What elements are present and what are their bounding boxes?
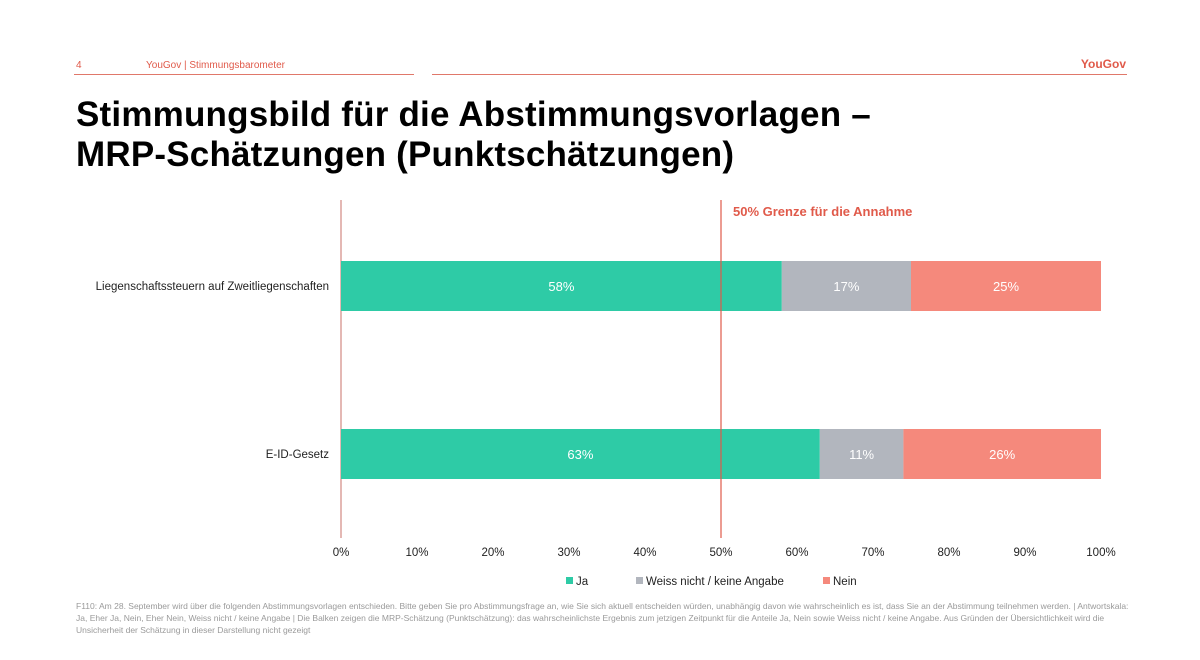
legend-label: Ja [576,576,589,588]
x-tick-label: 80% [937,547,960,559]
footnote: F110: Am 28. September wird über die fol… [76,601,1129,635]
x-tick-label: 10% [405,547,428,559]
bar-segment [341,429,820,479]
data-label: 17% [833,279,859,294]
x-tick-label: 40% [633,547,656,559]
page-title: Stimmungsbild für die Abstimmungsvorlage… [76,95,1136,175]
legend-swatch [823,577,830,584]
legend-label: Weiss nicht / keine Angabe [646,576,784,588]
header-line-right [432,74,1127,75]
x-tick-label: 30% [557,547,580,559]
x-tick-label: 100% [1086,547,1115,559]
data-label: 26% [989,447,1015,462]
x-tick-label: 20% [481,547,504,559]
bar-segment [781,261,911,311]
category-label: Liegenschaftssteuern auf Zweitliegenscha… [96,281,329,293]
bar-segment [819,429,904,479]
legend-swatch [566,577,573,584]
bar-segment [911,261,1101,311]
category-label: E-ID-Gesetz [266,449,330,461]
reference-line-label: 50% Grenze für die Annahme [733,204,912,219]
header-line-left [74,74,414,75]
x-tick-label: 60% [785,547,808,559]
x-tick-label: 0% [333,547,350,559]
data-label: 11% [849,447,874,462]
x-tick-label: 70% [861,547,884,559]
stacked-bar-chart: 58% 17% 25% Liegenschaftssteuern auf Zweitl… [96,200,1116,588]
title-line-1: Stimmungsbild für die Abstimmungsvorlage… [76,95,871,134]
data-label: 58% [548,279,574,294]
data-label: 25% [993,279,1019,294]
bar-segment [341,261,782,311]
page-number: 4 [76,60,82,71]
data-label: 63% [567,447,593,462]
x-tick-label: 50% [709,547,732,559]
title-line-2: MRP-Schätzungen (Punktschätzungen) [76,135,735,174]
x-tick-label: 90% [1013,547,1036,559]
brand-logo: YouGov [1080,57,1126,71]
legend-swatch [636,577,643,584]
bar-segment [903,429,1101,479]
header-subtitle: YouGov | Stimmungsbarometer [146,60,285,71]
legend-label: Nein [833,576,857,588]
